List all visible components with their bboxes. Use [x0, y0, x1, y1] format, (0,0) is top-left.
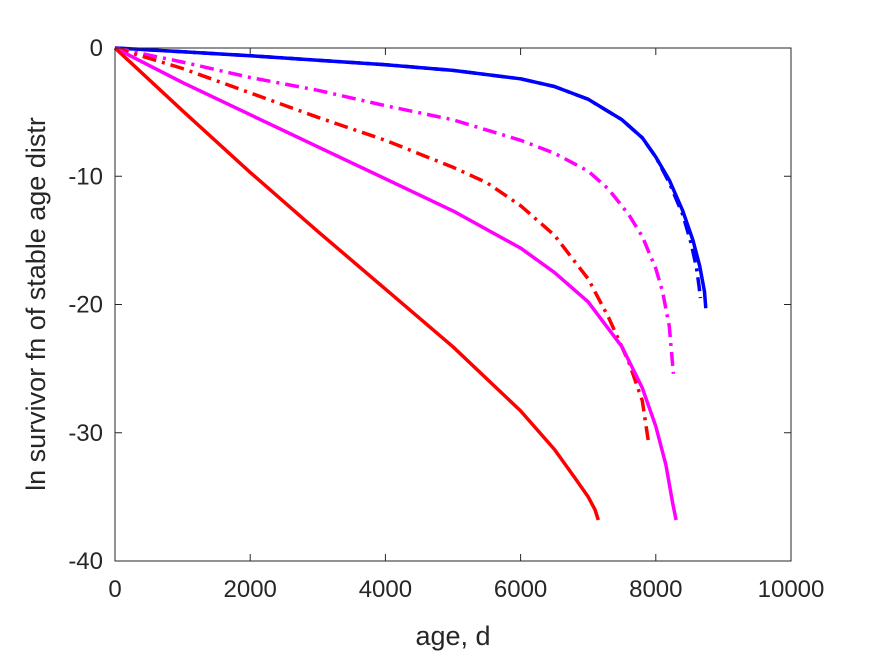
series-layer: [113, 46, 708, 521]
series-line-5: [114, 46, 678, 521]
y-tick-label: -40: [68, 548, 103, 575]
series-line-2: [114, 46, 703, 299]
y-tick-label: -30: [68, 420, 103, 447]
x-tick-label: 6000: [494, 576, 547, 603]
x-tick-label: 4000: [359, 576, 412, 603]
x-tick-label: 8000: [629, 576, 682, 603]
ticks-layer: 0 2000 4000 6000 8000 10000 0 -10 -20 -30 -40: [68, 35, 824, 603]
x-axis-label: age, d: [415, 621, 490, 651]
series-line-6: [113, 46, 600, 521]
y-tick-label: -10: [68, 163, 103, 190]
y-tick-label: 0: [90, 35, 103, 62]
y-axis-label: ln survivor fn of stable age distr: [21, 117, 51, 491]
x-tick-label: 0: [108, 576, 121, 603]
x-tick-label: 10000: [758, 576, 825, 603]
series-line-3: [114, 46, 676, 374]
x-tick-label: 2000: [224, 576, 277, 603]
y-tick-label: -20: [68, 292, 103, 319]
plot-area: [115, 48, 791, 561]
